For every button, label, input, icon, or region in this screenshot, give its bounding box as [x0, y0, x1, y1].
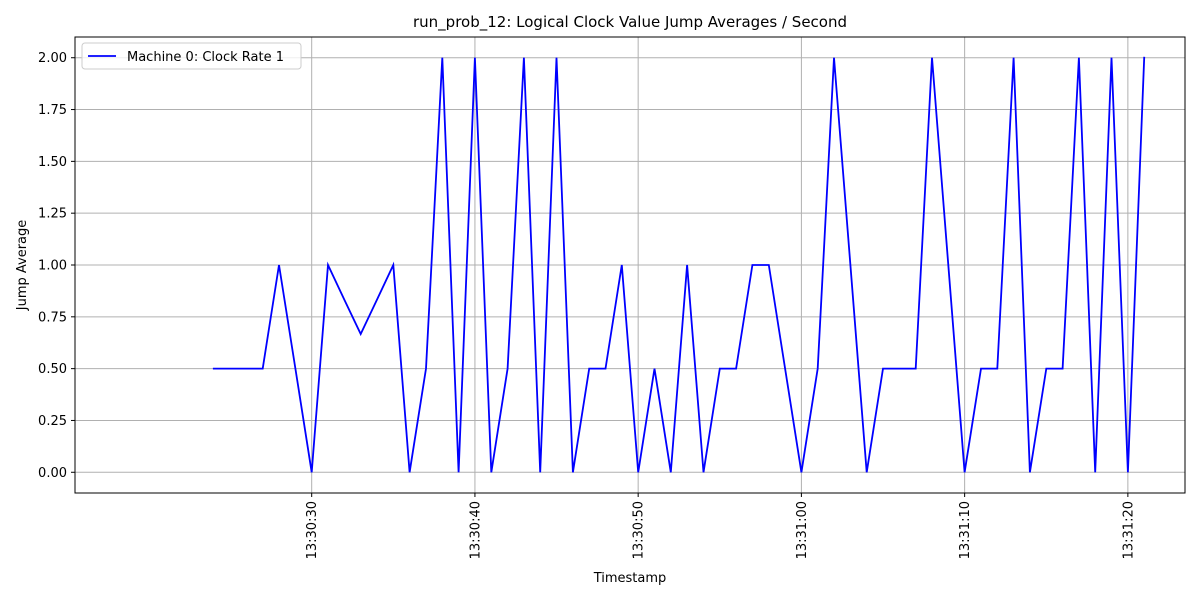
y-axis-label: Jump Average	[15, 220, 30, 312]
x-tick-label: 13:31:10	[958, 501, 973, 559]
x-axis-label: Timestamp	[593, 571, 667, 586]
legend: Machine 0: Clock Rate 1	[81, 42, 302, 70]
legend-box	[81, 42, 302, 70]
x-tick-label: 13:30:40	[468, 501, 483, 559]
chart-title: run_prob_12: Logical Clock Value Jump Av…	[413, 13, 847, 32]
legend-label: Machine 0: Clock Rate 1	[127, 50, 284, 65]
y-axis: 0.00 0.25 0.50 0.75 1.00 1.25 1.50 1.75 2.00	[38, 51, 75, 481]
y-tick-label: 1.00	[38, 259, 67, 274]
y-tick-label: 1.75	[38, 103, 67, 118]
series-layer	[212, 56, 1146, 473]
y-tick-label: 1.25	[38, 207, 67, 222]
x-tick-label: 13:31:20	[1121, 501, 1136, 559]
x-axis: 13:30:30 13:30:40 13:30:50 13:31:00 13:31:10…	[305, 493, 1136, 559]
y-tick-label: 0.50	[38, 362, 67, 377]
plot-frame	[74, 36, 1186, 494]
y-tick-label: 0.00	[38, 466, 67, 481]
y-tick-label: 1.50	[38, 155, 67, 170]
x-tick-label: 13:30:30	[305, 501, 320, 559]
grid	[75, 37, 1185, 493]
series-line-0	[212, 56, 1146, 473]
y-tick-label: 0.25	[38, 414, 67, 429]
x-tick-label: 13:30:50	[632, 501, 647, 559]
y-tick-label: 0.75	[38, 310, 67, 325]
y-tick-label: 2.00	[38, 51, 67, 66]
x-tick-label: 13:31:00	[795, 501, 810, 559]
